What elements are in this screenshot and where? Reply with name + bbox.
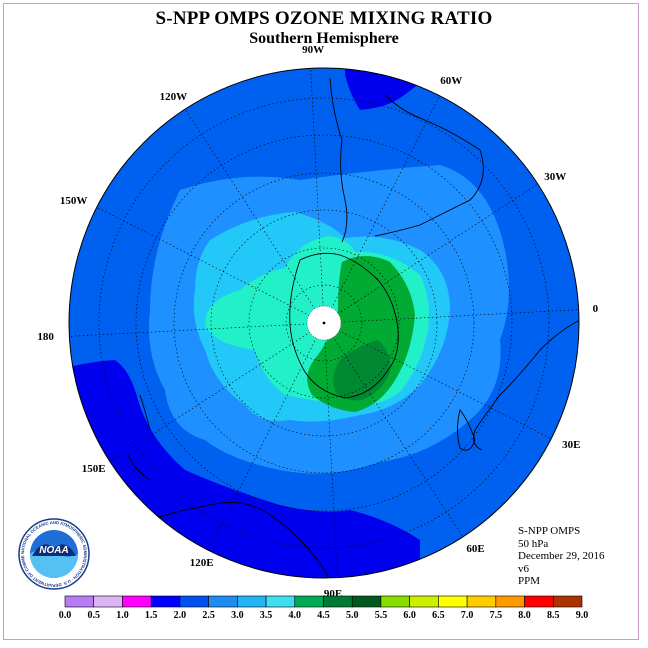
latitude-circle: [98, 97, 550, 549]
longitude-label: 60E: [466, 543, 485, 556]
colorbar-tick-label: 6.5: [432, 610, 445, 621]
colorbar-swatch: [208, 595, 238, 608]
colorbar-tick-label: 3.0: [231, 610, 244, 621]
map-title: S-NPP OMPS OZONE MIXING RATIO: [155, 8, 493, 29]
latitude-circle: [135, 134, 513, 512]
meridian-line: [323, 95, 441, 324]
colorbar-swatch: [64, 595, 95, 608]
colorbar-swatch: [380, 595, 410, 608]
meridian-line: [323, 322, 464, 538]
info-block: S-NPP OMPS 50 hPa December 29, 2016 v6 P…: [518, 525, 604, 588]
longitude-label: 120W: [159, 90, 188, 103]
colorbar-tick-label: 8.5: [547, 610, 560, 621]
longitude-label: 0: [592, 303, 599, 316]
colorbar-tick-label: 0.0: [59, 610, 72, 621]
pressure-level-label: 50 hPa: [518, 537, 549, 550]
noaa-logo: NATIONAL OCEANIC AND ATMOSPHERIC ADMINIS…: [18, 518, 90, 590]
colorbar-swatch: [524, 595, 554, 608]
latitude-circle: [173, 172, 475, 474]
colorbar-swatch: [466, 595, 497, 608]
colorbar-swatch: [93, 595, 123, 608]
longitude-label: 90W: [302, 44, 325, 57]
colorbar-tick-label: 7.5: [490, 610, 503, 621]
colorbar-tick-label: 2.0: [174, 610, 187, 621]
colorbar-tick-label: 1.0: [116, 610, 129, 621]
meridian-line: [184, 108, 325, 324]
longitude-label: 150E: [81, 463, 106, 476]
colorbar-tick-label: 0.5: [87, 610, 100, 621]
new-zealand-coast: [127, 394, 151, 481]
meridian-line: [69, 322, 325, 337]
colorbar-swatch: [323, 595, 353, 608]
colorbar-tick-label: 2.5: [202, 610, 215, 621]
colorbar-tick-label: 6.0: [403, 610, 416, 621]
date-label: December 29, 2016: [518, 550, 605, 562]
meridian-line: [323, 322, 552, 440]
colorbar-swatch: [179, 595, 209, 608]
australia-coast: [149, 501, 331, 578]
antarctica-coast: [289, 252, 399, 399]
colorbar-swatch: [351, 595, 382, 608]
colorbar-tick-label: 5.0: [346, 610, 359, 621]
south-pole-dot: [322, 321, 326, 325]
ozone-field: [69, 68, 579, 578]
colorbar-swatch: [552, 595, 583, 608]
colorbar-swatch: [265, 595, 296, 608]
colorbar-tick-label: 5.5: [375, 610, 388, 621]
colorbar-swatch: [122, 595, 152, 608]
colorbar-swatch: [237, 595, 267, 608]
colorbar-tick-label: 4.5: [317, 610, 330, 621]
colorbar-swatch: [150, 595, 181, 608]
meridian-line: [109, 322, 325, 463]
graticule: [69, 68, 579, 578]
colorbar-tick-label: 8.0: [518, 610, 531, 621]
latitude-circle: [248, 247, 400, 399]
colorbar-swatch: [294, 595, 324, 608]
coastlines: [127, 77, 579, 578]
page-frame: [3, 3, 639, 640]
longitude-label: 180: [37, 330, 54, 343]
meridian-line: [323, 322, 338, 578]
colorbar-tick-label: 1.5: [145, 610, 158, 621]
longitude-label: 30W: [544, 170, 567, 183]
logo-text: NOAA: [39, 545, 68, 556]
meridian-line: [207, 322, 325, 551]
longitude-label: 30E: [562, 439, 581, 452]
meridian-line: [323, 309, 579, 324]
colorbar-tick-label: 9.0: [576, 610, 589, 621]
version-label: v6: [518, 562, 529, 575]
map-subtitle: Southern Hemisphere: [249, 30, 399, 47]
colorbar-swatch: [438, 595, 468, 608]
madagascar-coast: [457, 409, 476, 451]
south-america-coast: [329, 77, 484, 243]
latitude-circle: [210, 209, 438, 437]
colorbar-swatch: [409, 595, 439, 608]
meridian-line: [310, 68, 325, 324]
map-border: [68, 67, 580, 579]
instrument-label: S-NPP OMPS: [518, 525, 581, 537]
colorbar-tick-label: 7.0: [461, 610, 474, 621]
longitude-label: 150W: [59, 194, 88, 207]
meridian-line: [96, 206, 325, 324]
africa-coast: [473, 319, 579, 451]
ozone-level-5-0-region: [333, 340, 391, 401]
meridian-line: [323, 183, 539, 324]
longitude-label: 120E: [189, 557, 214, 570]
colorbar-tick-label: 3.5: [260, 610, 273, 621]
colorbar-tick-label: 4.0: [289, 610, 302, 621]
longitude-label: 60W: [440, 74, 463, 87]
colorbar-swatch: [495, 595, 525, 608]
units-label: PPM: [518, 575, 541, 587]
latitude-circle: [285, 284, 363, 362]
